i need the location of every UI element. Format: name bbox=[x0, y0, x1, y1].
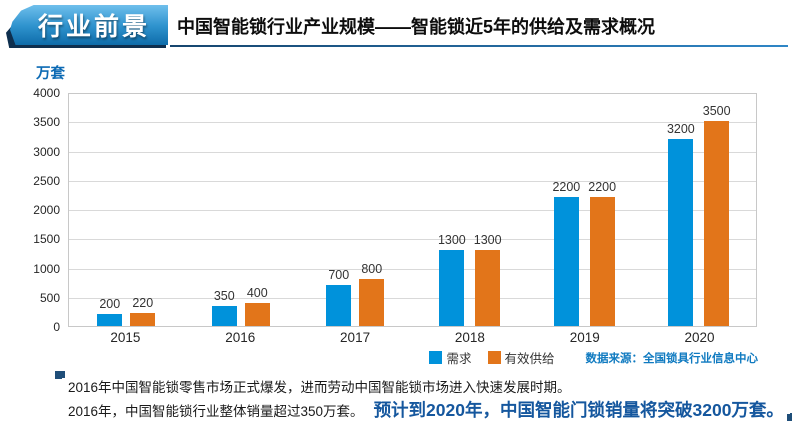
banner-shape: 行业前景 bbox=[10, 5, 168, 45]
legend-swatch bbox=[487, 351, 501, 364]
footer-line-1: 2016年中国智能锁零售市场正式爆发，进而劳动中国智能锁市场进入快速发展时期。 bbox=[68, 380, 571, 395]
bar-group: 2200 2200 bbox=[527, 94, 642, 326]
legend-swatch bbox=[429, 351, 443, 364]
bar-group: 200 220 bbox=[69, 94, 184, 326]
gridline bbox=[69, 210, 756, 211]
bar-unit: 700 bbox=[326, 268, 352, 326]
bar bbox=[130, 313, 156, 326]
bar-unit: 350 bbox=[211, 288, 237, 326]
bar-value-label: 1300 bbox=[437, 232, 466, 247]
bar-value-label: 2200 bbox=[588, 180, 617, 195]
gridline bbox=[69, 268, 756, 270]
footer-line-2-highlight: 预计到2020年，中国智能门锁销量将突破3200万套。 bbox=[373, 400, 784, 420]
y-tick-label: 2500 bbox=[33, 173, 60, 188]
title-underline bbox=[170, 45, 788, 47]
bar-unit: 400 bbox=[244, 285, 270, 326]
y-axis-unit-label: 万套 bbox=[36, 66, 65, 82]
bar bbox=[326, 285, 352, 326]
bar-unit: 1300 bbox=[438, 233, 466, 326]
bar-unit: 2200 bbox=[552, 180, 580, 326]
bar-value-label: 220 bbox=[132, 296, 154, 311]
bar bbox=[589, 197, 615, 326]
bar-value-label: 200 bbox=[99, 297, 121, 312]
x-tick-label: 2017 bbox=[340, 330, 371, 345]
bar-value-label: 1300 bbox=[473, 232, 502, 247]
x-tick-label: 2020 bbox=[684, 330, 715, 345]
bar-value-label: 700 bbox=[328, 268, 350, 283]
y-tick-label: 500 bbox=[39, 290, 60, 305]
bar-value-label: 400 bbox=[246, 285, 268, 300]
x-tick-label: 2016 bbox=[225, 330, 256, 345]
bar-unit: 2200 bbox=[588, 180, 616, 326]
bar-unit: 200 bbox=[97, 297, 123, 326]
bar bbox=[244, 302, 270, 326]
legend-label: 有效供给 bbox=[504, 352, 555, 366]
y-tick-label: 2000 bbox=[33, 203, 60, 217]
bar bbox=[704, 121, 730, 326]
footer-line-2-normal: 2016年，中国智能锁行业整体销量超过350万套。 bbox=[68, 404, 364, 419]
x-tick-label: 2018 bbox=[454, 330, 485, 345]
gridline bbox=[69, 239, 756, 241]
y-tick-label: 1000 bbox=[33, 261, 60, 276]
bar-unit: 800 bbox=[359, 262, 385, 326]
y-tick-label: 1500 bbox=[33, 232, 60, 247]
y-tick-label: 4000 bbox=[33, 86, 60, 100]
bar-group: 1300 1300 bbox=[413, 94, 528, 326]
bar bbox=[97, 314, 123, 326]
y-axis: 4000 3500 3000 2500 2000 1500 1000 500 0 bbox=[14, 86, 60, 334]
bar-unit: 220 bbox=[130, 296, 156, 326]
chart-legend: 需求 有效供给 bbox=[96, 348, 792, 367]
x-tick-label: 2019 bbox=[569, 330, 600, 345]
plot-area: 200 220 350 400 700 800 1300 1300 2200 2200 3200 35… bbox=[68, 93, 757, 327]
x-axis: 2015 2016 2017 2018 2019 2020 bbox=[68, 330, 757, 345]
bar-unit: 3200 bbox=[667, 122, 695, 326]
page-title: 中国智能锁行业产业规模――智能锁近5年的供给及需求概况 bbox=[177, 17, 656, 37]
gridline bbox=[69, 122, 756, 124]
bar-group: 350 400 bbox=[184, 94, 299, 326]
bar-group: 700 800 bbox=[298, 94, 413, 326]
banner-label: 行业前景 bbox=[37, 13, 150, 41]
bar bbox=[668, 138, 694, 326]
bar-value-label: 3500 bbox=[702, 104, 731, 119]
legend-label: 需求 bbox=[446, 352, 472, 366]
legend-item: 需求 bbox=[429, 348, 472, 367]
y-tick-label: 3500 bbox=[33, 115, 60, 130]
bar bbox=[475, 249, 501, 326]
bar bbox=[359, 279, 385, 326]
section-banner: 行业前景 bbox=[6, 5, 168, 48]
data-source-note: 数据来源：全国锁具行业信息中心 bbox=[585, 353, 759, 365]
bar-group: 3200 3500 bbox=[642, 94, 757, 326]
y-tick-label: 3000 bbox=[33, 144, 60, 159]
bar-unit: 1300 bbox=[474, 233, 502, 326]
y-tick-label: 0 bbox=[53, 320, 60, 334]
gridline bbox=[69, 151, 756, 153]
footer-line-2: 2016年，中国智能锁行业整体销量超过350万套。 预计到2020年，中国智能门… bbox=[68, 397, 792, 422]
bar-unit: 3500 bbox=[703, 104, 731, 326]
bar-value-label: 800 bbox=[361, 262, 383, 277]
open-quote-icon bbox=[55, 371, 65, 379]
bar bbox=[211, 305, 237, 326]
gridline bbox=[69, 297, 756, 299]
bar bbox=[439, 249, 465, 326]
bar-value-label: 350 bbox=[213, 288, 235, 303]
bar-value-label: 2200 bbox=[552, 180, 581, 195]
x-tick-label: 2015 bbox=[110, 330, 141, 345]
gridline bbox=[69, 180, 756, 182]
legend-item: 有效供给 bbox=[487, 348, 555, 367]
bar bbox=[553, 197, 579, 326]
bar-value-label: 3200 bbox=[666, 121, 695, 136]
close-quote-icon bbox=[786, 413, 792, 421]
